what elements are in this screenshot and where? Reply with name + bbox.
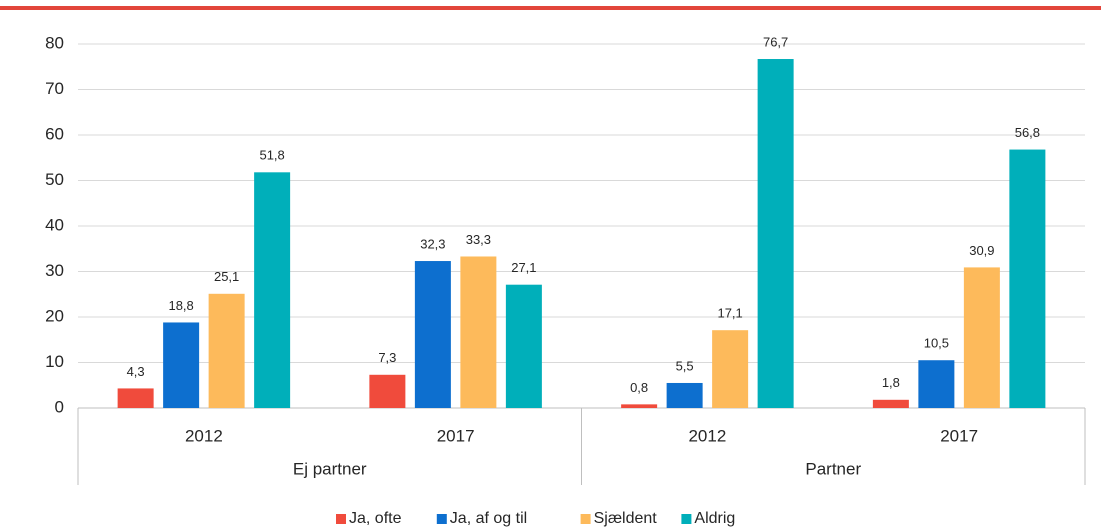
y-tick-label: 80 bbox=[45, 33, 64, 52]
data-label: 7,3 bbox=[378, 350, 396, 365]
group-label: Ej partner bbox=[293, 459, 367, 478]
data-label: 33,3 bbox=[466, 232, 491, 247]
data-label: 51,8 bbox=[259, 148, 284, 163]
legend-label: Sjældent bbox=[594, 510, 658, 527]
legend-label: Ja, ofte bbox=[349, 510, 402, 527]
x-tick-label: 2017 bbox=[940, 426, 978, 445]
bar bbox=[872, 399, 909, 408]
x-tick-label: 2017 bbox=[437, 426, 475, 445]
bar bbox=[918, 360, 955, 408]
bar bbox=[757, 59, 794, 408]
data-label: 17,1 bbox=[717, 306, 742, 321]
bar bbox=[963, 267, 1000, 408]
data-label: 5,5 bbox=[676, 358, 694, 373]
data-label: 4,3 bbox=[127, 364, 145, 379]
y-tick-label: 20 bbox=[45, 306, 64, 325]
legend-swatch bbox=[336, 514, 346, 524]
data-label: 10,5 bbox=[924, 336, 949, 351]
bar bbox=[414, 261, 451, 408]
y-tick-label: 40 bbox=[45, 215, 64, 234]
bar bbox=[621, 404, 658, 408]
legend-label: Ja, af og til bbox=[450, 510, 527, 527]
legend-swatch bbox=[580, 514, 591, 524]
bar bbox=[666, 382, 703, 408]
y-tick-label: 50 bbox=[45, 170, 64, 189]
bar bbox=[117, 388, 154, 408]
legend-swatch bbox=[436, 514, 447, 524]
bar bbox=[254, 172, 291, 408]
legend-swatch bbox=[681, 514, 692, 524]
bar bbox=[712, 330, 749, 408]
data-label: 30,9 bbox=[969, 243, 994, 258]
y-tick-label: 60 bbox=[45, 124, 64, 143]
data-label: 25,1 bbox=[214, 269, 239, 284]
data-label: 18,8 bbox=[168, 298, 193, 313]
data-label: 27,1 bbox=[511, 260, 536, 275]
legend-label: Aldrig bbox=[694, 510, 735, 527]
y-tick-label: 70 bbox=[45, 79, 64, 98]
data-label: 0,8 bbox=[630, 380, 648, 395]
data-label: 56,8 bbox=[1015, 125, 1040, 140]
group-label: Partner bbox=[805, 459, 861, 478]
bar bbox=[163, 322, 200, 408]
x-tick-label: 2012 bbox=[688, 426, 726, 445]
bar bbox=[1009, 149, 1046, 408]
bar bbox=[369, 374, 406, 408]
data-label: 32,3 bbox=[420, 236, 445, 251]
data-label: 1,8 bbox=[882, 375, 900, 390]
y-tick-label: 10 bbox=[45, 352, 64, 371]
data-label: 76,7 bbox=[763, 34, 788, 49]
y-tick-label: 30 bbox=[45, 261, 64, 280]
bar bbox=[505, 284, 542, 408]
y-tick-label: 0 bbox=[55, 397, 64, 416]
x-tick-label: 2012 bbox=[185, 426, 223, 445]
bar bbox=[208, 293, 245, 408]
bar bbox=[460, 256, 497, 408]
